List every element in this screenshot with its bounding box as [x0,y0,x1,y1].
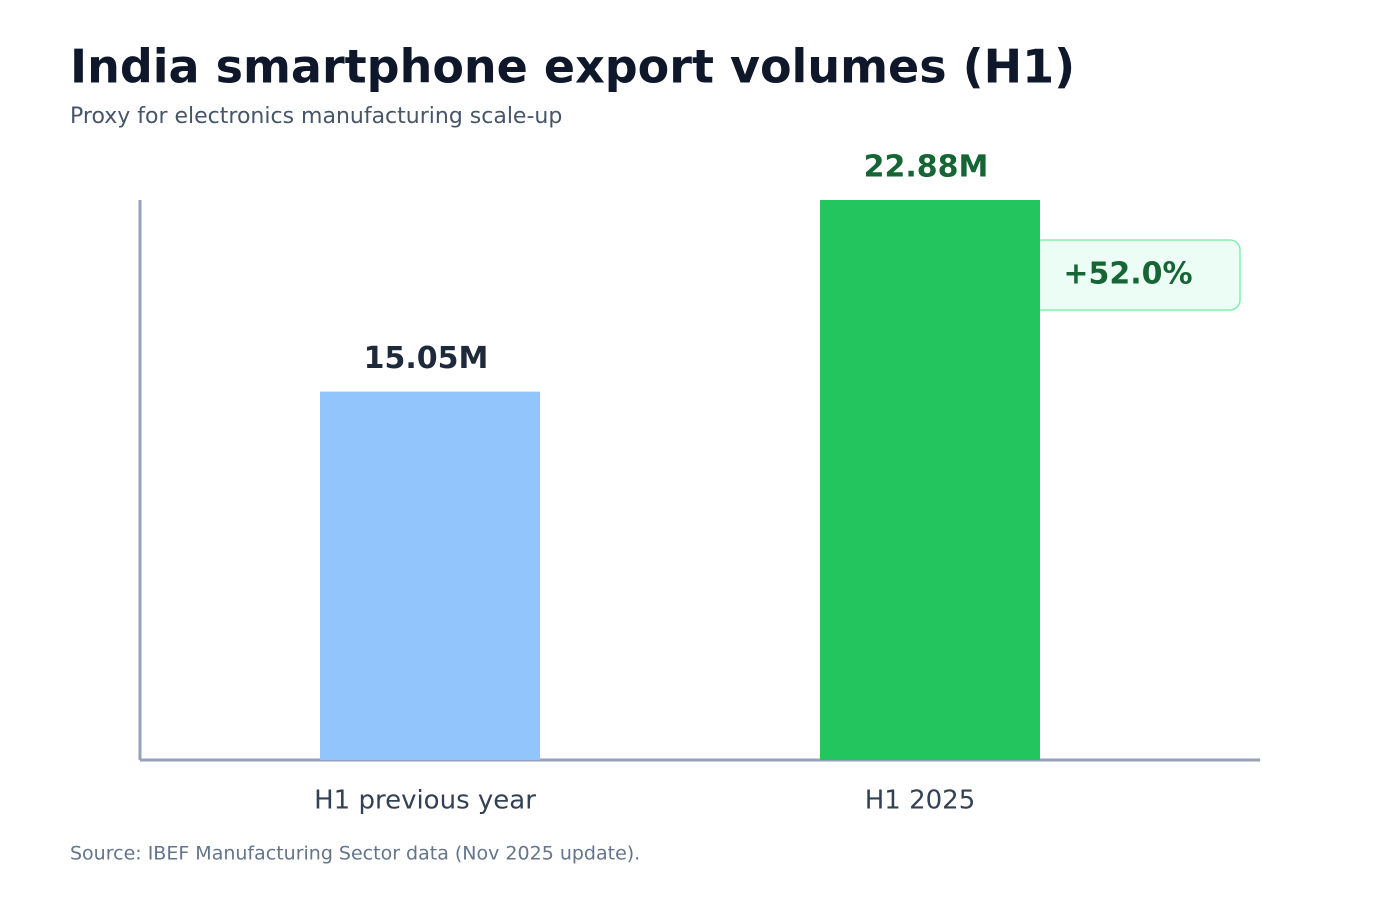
bar [320,391,540,760]
chart-title: India smartphone export volumes (H1) [70,40,1075,94]
source-note: Source: IBEF Manufacturing Sector data (… [70,843,640,865]
value-label: 22.88M [864,150,989,185]
value-label: 15.05M [364,341,489,376]
x-tick-label: H1 previous year [314,786,536,816]
bar [820,200,1040,760]
annotation: +52.0% [1063,257,1192,292]
x-tick-label: H1 2025 [865,786,976,816]
chart-subtitle: Proxy for electronics manufacturing scal… [70,104,562,129]
